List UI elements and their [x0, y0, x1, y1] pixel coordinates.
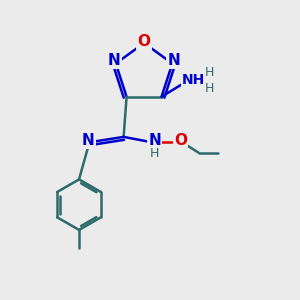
- Text: H: H: [150, 147, 160, 160]
- Text: N: N: [108, 53, 121, 68]
- Text: N: N: [148, 133, 161, 148]
- Text: O: O: [138, 34, 151, 49]
- Text: H: H: [205, 66, 214, 79]
- Text: N: N: [82, 133, 94, 148]
- Text: NH: NH: [182, 73, 205, 87]
- Text: O: O: [174, 133, 187, 148]
- Text: N: N: [167, 53, 180, 68]
- Text: H: H: [205, 82, 214, 95]
